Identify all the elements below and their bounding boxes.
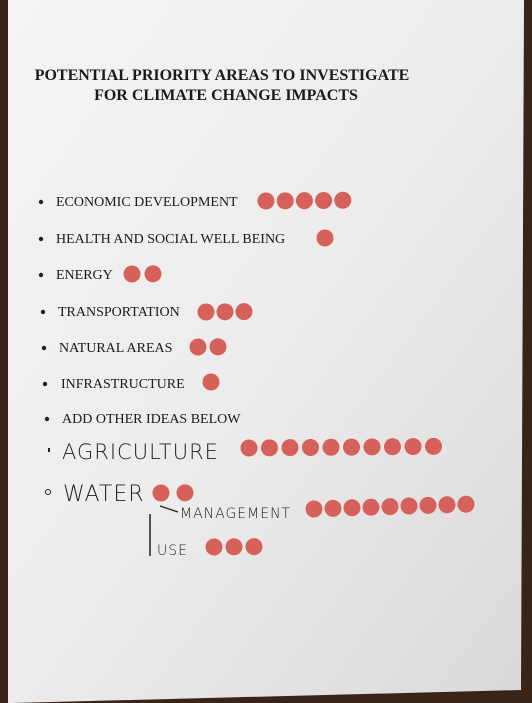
photo: POTENTIAL PRIORITY AREAS TO INVESTIGATE … — [0, 0, 532, 703]
vote-dot — [296, 192, 313, 209]
item-label: TRANSPORTATION — [58, 305, 180, 320]
vote-dot — [261, 439, 278, 456]
vote-dot — [177, 484, 194, 501]
vote-dot — [302, 439, 319, 456]
vote-dot — [364, 438, 381, 455]
vote-dot — [315, 192, 332, 209]
vote-dot — [153, 485, 170, 502]
title-line: POTENTIAL PRIORITY AREAS TO INVESTIGATE — [35, 67, 410, 84]
vote-dot — [203, 374, 220, 391]
vote-dot — [226, 538, 243, 555]
hand-sublabel: USE — [157, 543, 188, 559]
bullet — [45, 417, 49, 421]
vote-dot — [198, 304, 215, 321]
vote-dot — [343, 439, 360, 456]
hand-sublabel: MANAGEMENT — [180, 506, 291, 522]
vote-dot — [145, 265, 162, 282]
item-label: INFRASTRUCTURE — [61, 377, 185, 392]
vote-dot — [258, 193, 275, 210]
bullet — [39, 273, 43, 277]
vote-dot — [206, 539, 223, 556]
title-line: FOR CLIMATE CHANGE IMPACTS — [94, 87, 358, 104]
item-label: ADD OTHER IDEAS BELOW — [62, 412, 241, 427]
hand-label: WATER — [63, 482, 145, 507]
hand-label: AGRICULTURE — [62, 440, 219, 464]
bullet — [39, 237, 43, 241]
vote-dot — [425, 438, 442, 455]
vote-dot — [405, 438, 422, 455]
vote-dot — [190, 339, 207, 356]
vote-dot — [325, 500, 342, 517]
vote-dot — [420, 497, 437, 514]
item-label: ENERGY — [56, 268, 113, 283]
page: POTENTIAL PRIORITY AREAS TO INVESTIGATE … — [0, 0, 532, 703]
bullet — [43, 382, 47, 386]
vote-dot — [236, 303, 253, 320]
vote-dot — [382, 498, 399, 515]
vote-dot — [317, 230, 334, 247]
vote-dot — [277, 192, 294, 209]
vote-dot — [323, 439, 340, 456]
vote-dot — [363, 499, 380, 516]
vote-dot — [124, 266, 141, 283]
vote-dot — [344, 499, 361, 516]
vote-dot — [306, 501, 323, 518]
item-label: HEALTH AND SOCIAL WELL BEING — [56, 232, 285, 247]
bullet — [41, 310, 45, 314]
vote-dot — [210, 338, 227, 355]
vote-dot — [439, 496, 456, 513]
vote-dot — [282, 439, 299, 456]
vote-dot — [401, 498, 418, 515]
vote-dot — [458, 496, 475, 513]
item-label: ECONOMIC DEVELOPMENT — [56, 195, 238, 210]
item-label: NATURAL AREAS — [59, 341, 172, 356]
bullet — [42, 346, 46, 350]
vote-dot — [217, 303, 234, 320]
bullet — [39, 200, 43, 204]
vote-dot — [241, 440, 258, 457]
vote-dot — [384, 438, 401, 455]
vote-dot — [246, 538, 263, 555]
vote-dot — [334, 192, 351, 209]
